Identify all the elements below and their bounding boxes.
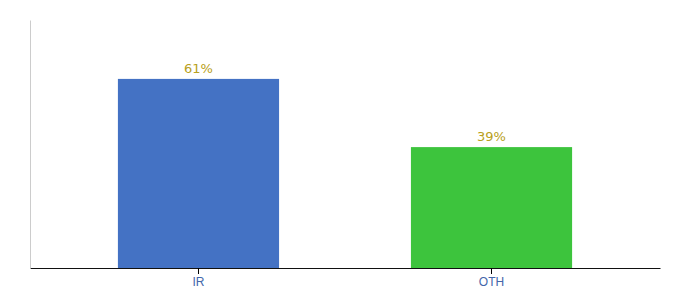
plot-area: IR OTH 61% 39% xyxy=(31,21,661,289)
chart: IR OTH 61% 39% xyxy=(0,0,680,300)
y-axis xyxy=(30,21,31,269)
bar xyxy=(411,147,572,268)
bars xyxy=(118,79,572,268)
x-tick-label: OTH xyxy=(479,275,504,289)
x-tick: IR xyxy=(192,268,204,289)
data-label: 39% xyxy=(477,129,506,144)
bar xyxy=(118,79,279,268)
x-axis: IR OTH xyxy=(31,268,661,289)
x-tick-mark xyxy=(491,268,492,274)
data-labels: 61% 39% xyxy=(184,61,506,144)
x-tick: OTH xyxy=(479,268,504,289)
x-tick-mark xyxy=(198,268,199,274)
data-label: 61% xyxy=(184,61,213,76)
x-axis-domain xyxy=(31,268,661,269)
y-axis-domain xyxy=(30,21,31,269)
x-tick-label: IR xyxy=(192,275,204,289)
